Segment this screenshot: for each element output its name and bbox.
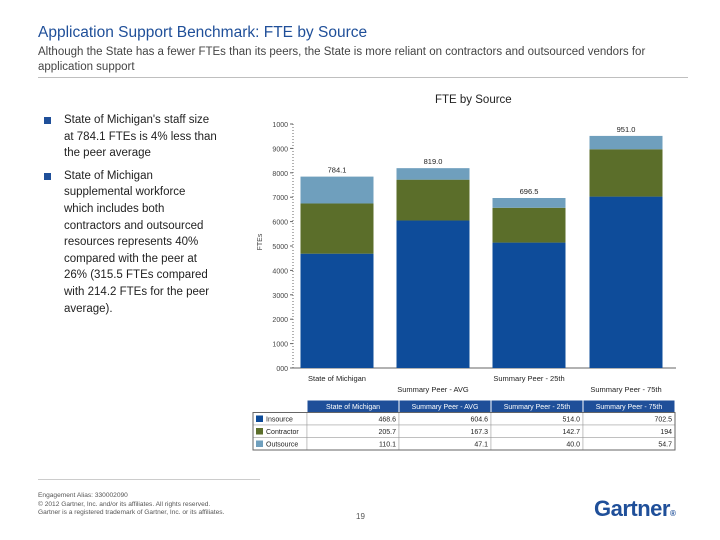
bar-segment-insource bbox=[589, 196, 663, 368]
logo-registered-mark: ® bbox=[669, 509, 676, 518]
footer-copyright: © 2012 Gartner, Inc. and/or its affiliat… bbox=[38, 500, 211, 508]
bar-total-label: 951.0 bbox=[617, 125, 636, 134]
table-value: 468.6 bbox=[378, 417, 396, 424]
table-value: 110.1 bbox=[379, 442, 396, 449]
y-tick-label: 1000 bbox=[272, 342, 288, 349]
table-header-label: Summary Peer - AVG bbox=[412, 404, 479, 411]
footer-divider bbox=[38, 479, 260, 480]
y-tick-label: 7000 bbox=[272, 195, 288, 202]
y-tick-label: 5000 bbox=[272, 244, 288, 251]
y-tick-label: 3000 bbox=[272, 293, 288, 300]
table-row-label: Contractor bbox=[266, 429, 299, 436]
bar-segment-contractor bbox=[300, 203, 374, 254]
bar-total-label: 819.0 bbox=[424, 157, 443, 166]
x-category-label: Summary Peer - AVG bbox=[397, 385, 469, 394]
y-tick-label: 9000 bbox=[272, 146, 288, 153]
page-title: Application Support Benchmark: FTE by So… bbox=[38, 24, 368, 41]
table-value: 604.6 bbox=[470, 417, 488, 424]
bar-segment-outsource bbox=[396, 168, 470, 180]
bar-segment-contractor bbox=[589, 149, 663, 197]
table-border bbox=[252, 412, 676, 451]
legend-swatch bbox=[256, 415, 263, 422]
table-value: 167.3 bbox=[470, 429, 488, 436]
table-value: 702.5 bbox=[654, 417, 672, 424]
bar-segment-insource bbox=[300, 253, 374, 368]
legend-swatch bbox=[256, 428, 263, 435]
x-category-label: Summary Peer - 25th bbox=[493, 374, 564, 383]
table-header-label: State of Michigan bbox=[326, 404, 380, 411]
logo-text: Gartner bbox=[594, 496, 670, 521]
y-tick-label: 1000 bbox=[272, 122, 288, 129]
bar-segment-outsource bbox=[300, 176, 374, 204]
y-tick-label: 4000 bbox=[272, 268, 288, 275]
table-value: 47.1 bbox=[474, 442, 488, 449]
x-category-label: State of Michigan bbox=[308, 374, 366, 383]
table-value: 194 bbox=[660, 429, 672, 436]
bullet-square-icon bbox=[44, 117, 51, 124]
table-value: 40.0 bbox=[566, 442, 580, 449]
title-divider bbox=[38, 77, 688, 78]
table-header-label: Summary Peer - 75th bbox=[596, 404, 663, 411]
table-row-label: Outsource bbox=[266, 442, 298, 449]
bar-total-label: 784.1 bbox=[328, 166, 347, 175]
bar-segment-contractor bbox=[396, 179, 470, 221]
bullet-text: State of Michigan's staff size at 784.1 … bbox=[64, 114, 217, 160]
table-value: 54.7 bbox=[658, 442, 672, 449]
bullet-square-icon bbox=[44, 172, 51, 180]
page-subtitle: Although the State has a fewer FTEs than… bbox=[38, 46, 646, 73]
footer-legal: Engagement Alias: 330002090 © 2012 Gartn… bbox=[38, 492, 224, 518]
y-tick-label: 000 bbox=[276, 366, 288, 373]
bar-total-label: 696.5 bbox=[520, 187, 539, 196]
y-tick-label: 6000 bbox=[272, 220, 288, 227]
bar-segment-outsource bbox=[589, 135, 663, 150]
legend-swatch bbox=[256, 440, 263, 447]
bullet-item: State of Michigan's staff size at 784.1 … bbox=[42, 112, 217, 162]
footer-trademark: Gartner is a registered trademark of Gar… bbox=[38, 509, 225, 517]
y-tick-label: 2000 bbox=[272, 317, 288, 324]
chart-title: FTE by Source bbox=[435, 94, 512, 106]
bullet-text: State of Michigan supplemental workforce… bbox=[64, 169, 210, 315]
bullet-item: State of Michigan supplemental workforce… bbox=[42, 168, 217, 317]
bar-segment-insource bbox=[396, 220, 470, 368]
footer-engagement: Engagement Alias: 330002090 bbox=[38, 492, 128, 499]
gartner-logo: Gartner® bbox=[594, 496, 676, 522]
table-row-label: Insource bbox=[266, 417, 293, 424]
page-number: 19 bbox=[356, 512, 365, 521]
x-category-label: Summary Peer - 75th bbox=[590, 385, 661, 394]
y-tick-label: 8000 bbox=[272, 171, 288, 178]
bullet-list: State of Michigan's staff size at 784.1 … bbox=[42, 112, 217, 323]
table-value: 514.0 bbox=[562, 417, 580, 424]
bar-segment-insource bbox=[492, 242, 566, 368]
table-value: 205.7 bbox=[378, 429, 396, 436]
table-header-label: Summary Peer - 25th bbox=[504, 404, 571, 411]
bar-segment-outsource bbox=[492, 198, 566, 208]
y-axis-label: FTEs bbox=[257, 233, 264, 250]
bar-segment-contractor bbox=[492, 207, 566, 243]
table-value: 142.7 bbox=[562, 429, 580, 436]
